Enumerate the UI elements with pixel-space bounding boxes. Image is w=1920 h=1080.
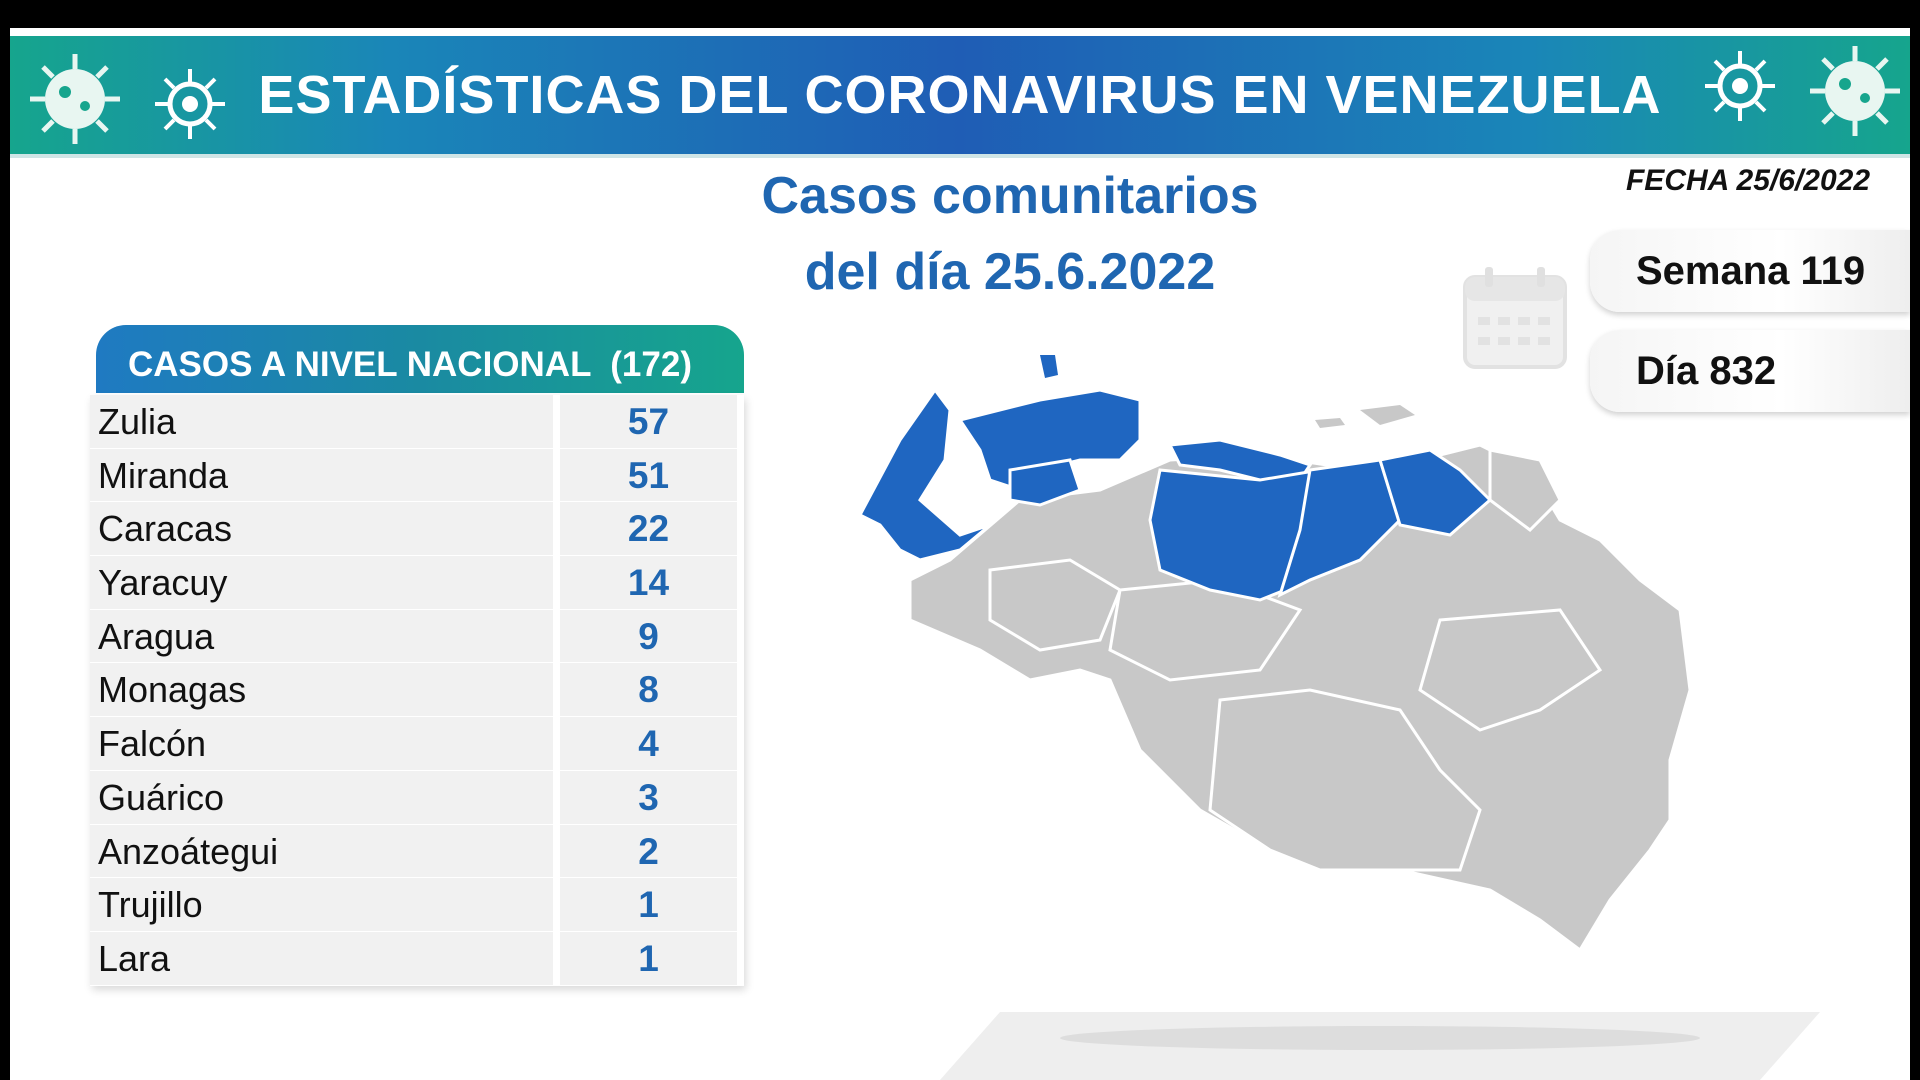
state-name: Caracas — [90, 502, 560, 556]
case-count: 14 — [560, 556, 737, 609]
virus-icon — [1810, 46, 1900, 136]
case-count: 22 — [560, 502, 737, 556]
table-row: Monagas 8 — [90, 663, 744, 718]
table-row: Aragua 9 — [90, 609, 744, 664]
case-count: 3 — [560, 770, 737, 824]
virus-icon — [155, 69, 225, 139]
case-count: 1 — [560, 878, 737, 931]
state-name: Miranda — [90, 448, 560, 502]
paraguana-region — [1040, 355, 1058, 378]
right-border — [1910, 28, 1920, 1080]
table-header: CASOS A NIVEL NACIONAL (172) — [96, 325, 744, 393]
state-name: Anzoátegui — [90, 824, 560, 878]
table-row: Trujillo 1 — [90, 878, 744, 932]
subtitle-line-1: Casos comunitarios — [761, 167, 1259, 225]
monagas-region — [1378, 448, 1493, 537]
case-count: 4 — [560, 717, 737, 770]
state-name: Aragua — [90, 609, 560, 663]
table-row: Miranda 51 — [90, 448, 744, 503]
state-name: Zulia — [90, 395, 560, 448]
falcon-region — [957, 388, 1142, 492]
date-label: FECHA 25/6/2022 — [1625, 164, 1870, 197]
state-name: Yaracuy — [90, 556, 560, 609]
table-row: Guárico 3 — [90, 770, 744, 825]
page-subtitle: Casos comunitarios del día 25.6.2022 — [700, 158, 1320, 310]
virus-icon — [1705, 51, 1775, 121]
cases-table: Zulia 57 Miranda 51 Caracas 22 Yaracuy 14 Aragua… — [90, 395, 744, 986]
state-name: Monagas — [90, 663, 560, 717]
day-badge: Día 832 — [1590, 330, 1910, 412]
banner-title: ESTADÍSTICAS DEL CORONAVIRUS EN VENEZUEL… — [258, 65, 1662, 125]
table-row: Yaracuy 14 — [90, 556, 744, 610]
state-name: Falcón — [90, 717, 560, 770]
case-count: 1 — [560, 931, 737, 985]
state-name: Lara — [90, 931, 560, 985]
table-row: Zulia 57 — [90, 395, 744, 449]
table-row: Caracas 22 — [90, 502, 744, 557]
venezuela-map — [857, 355, 1692, 953]
subtitle-line-2: del día 25.6.2022 — [804, 243, 1216, 301]
left-border — [0, 28, 10, 1080]
top-border — [0, 0, 1920, 28]
case-count: 57 — [560, 395, 737, 448]
case-count: 51 — [560, 448, 737, 502]
week-badge: Semana 119 — [1590, 230, 1910, 312]
table-row: Falcón 4 — [90, 717, 744, 771]
state-name: Guárico — [90, 770, 560, 824]
table-row: Lara 1 — [90, 931, 744, 986]
case-count: 8 — [560, 663, 737, 717]
virus-icon — [30, 54, 120, 144]
table-row: Anzoátegui 2 — [90, 824, 744, 879]
header-banner: ESTADÍSTICAS DEL CORONAVIRUS EN VENEZUEL… — [10, 36, 1910, 158]
state-name: Trujillo — [90, 878, 560, 931]
case-count: 9 — [560, 609, 737, 663]
yaracuy-region — [1008, 458, 1082, 507]
calendar-icon — [1463, 267, 1567, 369]
zulia-region — [857, 387, 991, 562]
case-count: 2 — [560, 824, 737, 878]
map-pedestal — [940, 1012, 1820, 1080]
